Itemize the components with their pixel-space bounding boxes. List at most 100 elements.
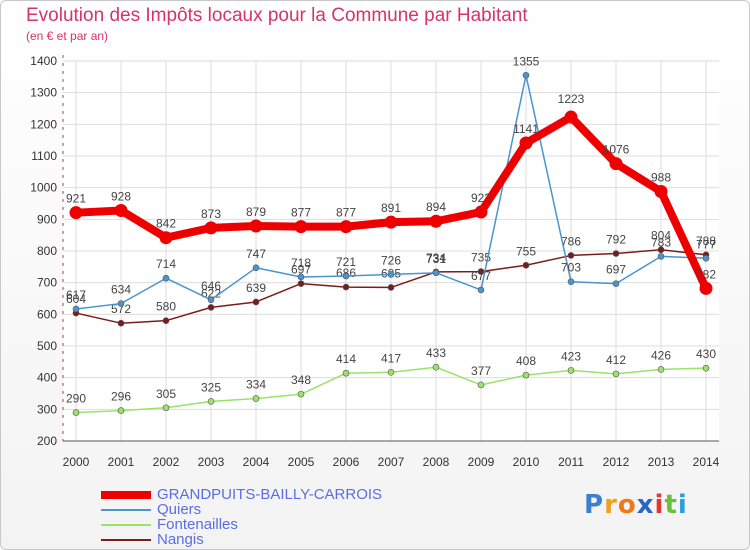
x-tick-label: 2010: [513, 455, 540, 469]
data-point: [567, 367, 575, 374]
data-point: [522, 261, 530, 269]
y-tick-label: 1400: [30, 54, 57, 68]
data-label: 735: [471, 251, 491, 265]
data-point: [342, 283, 350, 291]
legend-item-fontenailles[interactable]: Fontenailles: [101, 517, 382, 532]
data-label: 697: [291, 263, 311, 277]
data-point: [162, 274, 170, 282]
data-point: [297, 280, 305, 287]
data-label: 923: [471, 191, 491, 205]
data-point: [657, 253, 665, 260]
data-label: 296: [111, 390, 131, 404]
y-tick-label: 600: [37, 307, 57, 321]
legend-swatch-quiers: [101, 508, 151, 511]
data-label: 783: [651, 235, 671, 249]
data-point: [72, 305, 80, 313]
x-tick-label: 2014: [693, 455, 720, 469]
legend-label-nangis: Nangis: [157, 531, 204, 548]
data-label: 873: [201, 207, 221, 221]
data-point: [249, 219, 263, 233]
legend-label-quiers: Quiers: [157, 501, 202, 518]
data-point: [567, 278, 575, 286]
data-point: [69, 206, 83, 220]
y-tick-label: 1200: [30, 117, 57, 131]
data-point: [252, 264, 260, 272]
x-tick-label: 2009: [468, 455, 495, 469]
data-point: [657, 366, 665, 373]
x-tick-label: 2011: [558, 455, 584, 469]
data-point: [207, 304, 215, 311]
data-point: [477, 381, 485, 389]
y-tick-label: 700: [37, 276, 57, 290]
data-point: [564, 110, 578, 124]
data-point: [117, 319, 125, 327]
x-tick-label: 2003: [198, 455, 225, 469]
data-point: [612, 250, 620, 257]
data-label: 334: [246, 378, 266, 392]
data-point: [252, 395, 260, 402]
data-label: 646: [201, 279, 221, 293]
legend-label-fontenailles: Fontenailles: [157, 516, 238, 533]
data-point: [432, 363, 440, 371]
data-point: [567, 252, 575, 259]
legend-item-nangis[interactable]: Nangis: [101, 532, 382, 547]
data-point: [207, 296, 215, 304]
data-point: [702, 364, 710, 372]
data-label: 433: [426, 346, 446, 360]
data-label: 788: [696, 234, 716, 248]
data-point: [432, 269, 440, 277]
legend-swatch-fontenailles: [101, 523, 151, 526]
data-point: [699, 281, 713, 295]
data-label: 714: [156, 257, 176, 271]
data-label: 842: [156, 217, 176, 231]
data-label: 677: [471, 269, 491, 283]
data-point: [342, 272, 350, 280]
data-label: 804: [651, 229, 671, 243]
data-label: 721: [336, 255, 356, 269]
data-label: 777: [696, 237, 716, 251]
legend-swatch-nangis: [101, 538, 151, 541]
data-label: 879: [246, 205, 266, 219]
data-label: 417: [381, 351, 401, 365]
x-tick-label: 2006: [333, 455, 360, 469]
data-label: 1141: [513, 122, 539, 136]
y-tick-label: 400: [37, 371, 57, 385]
x-tick-label: 2012: [603, 455, 630, 469]
data-point: [252, 298, 260, 306]
data-label: 988: [651, 170, 671, 184]
data-label: 726: [381, 253, 401, 267]
data-label: 408: [516, 354, 536, 368]
data-label: 786: [561, 234, 581, 248]
y-tick-label: 1100: [31, 149, 57, 163]
data-point: [609, 157, 623, 171]
legend-item-quiers[interactable]: Quiers: [101, 502, 382, 517]
series-fontenailles: 290 296 305 325 334 348 414 417 433 377 408 423 412 4…: [66, 346, 716, 416]
data-label: 682: [696, 267, 716, 281]
x-tick-label: 2002: [153, 455, 180, 469]
data-label: 891: [381, 201, 401, 215]
data-label: 423: [561, 349, 581, 363]
legend-item-grandpuits[interactable]: GRANDPUITS-BAILLY-CARROIS: [101, 487, 382, 502]
data-point: [474, 205, 488, 219]
data-point: [702, 254, 710, 262]
data-point: [339, 220, 353, 234]
legend-label-grandpuits: GRANDPUITS-BAILLY-CARROIS: [157, 486, 383, 503]
x-tick-label: 2007: [378, 455, 405, 469]
data-point: [72, 409, 80, 416]
legend-swatch-grandpuits: [101, 490, 151, 499]
x-tick-label: 2001: [108, 455, 135, 469]
data-label: 580: [156, 300, 176, 314]
logo-letter: o: [617, 490, 637, 520]
logo-letter: r: [604, 490, 618, 520]
data-point: [297, 273, 305, 281]
data-label: 348: [291, 373, 311, 387]
series-grandpuits-bailly-carrois: 921 928 842 873 879 877 877 891 894 923 1141 1223 10…: [66, 92, 716, 295]
data-label: 617: [66, 288, 86, 302]
y-tick-label: 200: [37, 434, 57, 448]
data-label: 412: [606, 353, 626, 367]
data-point: [387, 271, 395, 278]
data-label: 1355: [513, 54, 540, 68]
data-point: [612, 280, 620, 287]
y-tick-label: 900: [37, 212, 57, 226]
